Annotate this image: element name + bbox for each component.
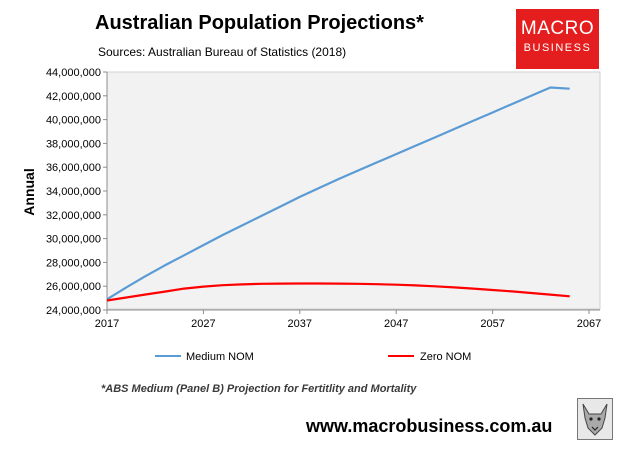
y-axis-title: Annual [21,168,37,215]
legend-label-zero-nom: Zero NOM [420,351,471,363]
series-lines [106,86,570,302]
x-tick-label: 2017 [95,318,119,330]
footnote: *ABS Medium (Panel B) Projection for Fer… [101,383,417,395]
wolf-logo-icon [577,398,613,440]
x-tick-label: 2027 [191,318,215,330]
x-axis-ticks: 2017 2027 2037 2047 2057 2067 [95,310,601,330]
macrobusiness-logo: MACRO BUSINESS [516,9,599,69]
chart-title: Australian Population Projections* [95,12,424,34]
y-tick-label: 44,000,000 [46,67,101,79]
logo-line-2: BUSINESS [523,42,592,54]
website-url[interactable]: www.macrobusiness.com.au [306,416,553,436]
series-line-zero-nom [106,282,570,302]
plot-area [106,71,601,310]
y-tick-label: 32,000,000 [46,210,101,222]
series-line-medium-nom [106,86,570,301]
x-tick-label: 2057 [480,318,504,330]
y-tick-label: 28,000,000 [46,257,101,269]
legend-label-medium-nom: Medium NOM [186,351,254,363]
chart-source: Sources: Australian Bureau of Statistics… [98,45,347,59]
y-tick-label: 24,000,000 [46,305,101,317]
y-tick-label: 38,000,000 [46,138,101,150]
x-tick-label: 2067 [577,318,601,330]
logo-line-1: MACRO [520,18,595,39]
y-tick-label: 26,000,000 [46,281,101,293]
y-tick-label: 34,000,000 [46,186,101,198]
y-tick-label: 40,000,000 [46,115,101,127]
y-tick-label: 42,000,000 [46,91,101,103]
y-tick-label: 30,000,000 [46,234,101,246]
x-tick-label: 2047 [384,318,408,330]
y-axis-ticks: 24,000,000 26,000,000 28,000,000 30,000,000… [46,67,107,317]
y-tick-label: 36,000,000 [46,162,101,174]
x-tick-label: 2037 [288,318,312,330]
legend: Medium NOM Zero NOM [155,351,471,363]
